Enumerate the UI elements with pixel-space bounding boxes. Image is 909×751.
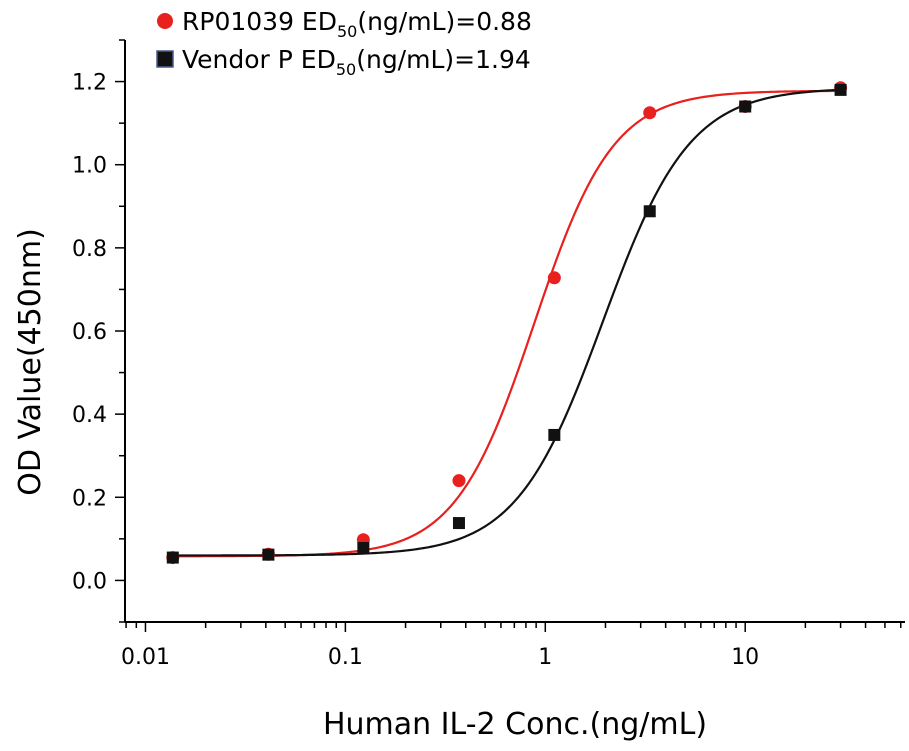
fit-curve-vendor-p — [172, 88, 841, 557]
fit-curve-rp01039 — [172, 89, 841, 558]
data-point-rp01039 — [643, 106, 657, 120]
y-ticks: 0.0 0.2 0.4 0.6 0.8 1.0 1.2 — [72, 39, 125, 623]
data-points — [166, 81, 848, 565]
legend-marker-vendor-p — [156, 50, 174, 68]
fit-curves — [172, 88, 841, 558]
data-point-vendor-p — [262, 548, 275, 561]
legend-marker-rp01039 — [157, 13, 173, 29]
legend-label-rp01039: RP01039 ED50(ng/mL)=0.88 — [182, 7, 532, 41]
y-tick-label: 1.0 — [72, 154, 107, 179]
data-point-vendor-p — [643, 205, 656, 218]
y-tick-label: 0.0 — [72, 569, 107, 594]
axes — [124, 40, 905, 623]
data-point-rp01039 — [547, 271, 561, 285]
data-point-vendor-p — [834, 83, 847, 96]
y-tick-label: 1.2 — [72, 71, 107, 96]
data-point-vendor-p — [166, 551, 179, 564]
x-ticks: 0.01 0.1 1 10 — [121, 622, 902, 670]
x-tick-label: 1 — [538, 645, 552, 670]
data-point-vendor-p — [739, 100, 752, 113]
legend: RP01039 ED50(ng/mL)=0.88 Vendor P ED50(n… — [156, 7, 532, 79]
x-axis-label: Human IL-2 Conc.(ng/mL) — [323, 707, 707, 742]
y-axis-label: OD Value(450nm) — [13, 228, 48, 496]
x-tick-label: 0.1 — [328, 645, 363, 670]
y-tick-label: 0.6 — [72, 320, 107, 345]
x-tick-label: 10 — [731, 645, 759, 670]
y-tick-label: 0.4 — [72, 403, 107, 428]
x-tick-label: 0.01 — [121, 645, 170, 670]
legend-label-vendor-p: Vendor P ED50(ng/mL)=1.94 — [182, 45, 531, 79]
y-tick-label: 0.2 — [72, 486, 107, 511]
y-tick-label: 0.8 — [72, 237, 107, 262]
data-point-vendor-p — [357, 542, 370, 555]
data-point-rp01039 — [452, 474, 466, 488]
data-point-vendor-p — [548, 428, 561, 441]
data-point-vendor-p — [452, 517, 465, 530]
